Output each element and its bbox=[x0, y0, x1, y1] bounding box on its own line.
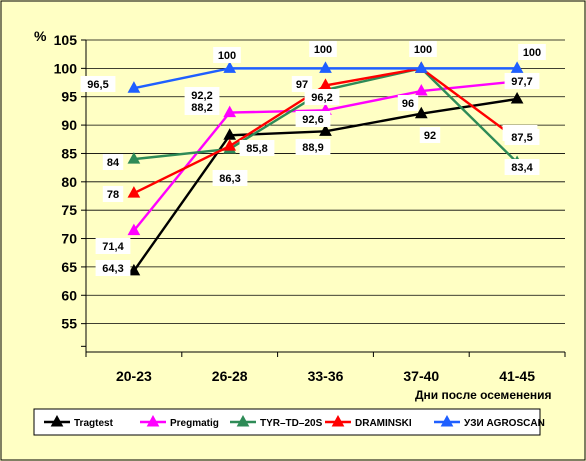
legend-marker bbox=[236, 414, 250, 427]
data-point bbox=[127, 81, 141, 93]
data-label: 85,8 bbox=[246, 143, 267, 155]
data-point bbox=[414, 61, 428, 73]
x-tick-label: 20-23 bbox=[116, 368, 152, 384]
data-point bbox=[127, 186, 141, 198]
data-point bbox=[319, 124, 332, 136]
data-point bbox=[223, 61, 237, 73]
data-label-bg bbox=[212, 170, 248, 186]
data-point bbox=[319, 61, 332, 73]
data-label: 92,2 bbox=[191, 90, 212, 102]
data-label: 96 bbox=[402, 98, 414, 110]
legend-label: Pregmatig bbox=[170, 418, 219, 429]
data-label-bg bbox=[213, 47, 241, 63]
data-label-bg bbox=[80, 76, 116, 92]
data-label: 100 bbox=[523, 47, 541, 59]
data-label: 87,5 bbox=[511, 132, 532, 144]
data-label-bg bbox=[95, 238, 131, 254]
y-tick-label: 65 bbox=[61, 259, 77, 275]
y-tick-label: 60 bbox=[61, 287, 77, 303]
data-label: 64,3 bbox=[102, 263, 123, 275]
data-label-bg bbox=[309, 41, 337, 57]
data-point bbox=[127, 152, 141, 164]
y-tick-label: 100 bbox=[54, 60, 78, 76]
data-point bbox=[510, 91, 524, 104]
y-tick-label: 70 bbox=[61, 231, 77, 247]
data-point bbox=[223, 105, 237, 118]
data-label-bg bbox=[419, 127, 441, 143]
data-label: 83,4 bbox=[511, 162, 533, 174]
legend-label: DRAMINSKI bbox=[355, 418, 412, 429]
data-label: 86,3 bbox=[219, 173, 240, 185]
y-tick-label: 95 bbox=[61, 89, 77, 105]
data-label-bg bbox=[504, 73, 540, 89]
x-axis-label: Дни после осеменения bbox=[415, 388, 552, 402]
legend-label: УЗИ AGROSCAN bbox=[464, 418, 545, 429]
data-label: 97,7 bbox=[511, 76, 532, 88]
data-label: 96,2 bbox=[311, 92, 332, 104]
data-label: 100 bbox=[218, 50, 236, 62]
data-label-bg bbox=[397, 95, 419, 111]
legend-marker bbox=[440, 414, 454, 427]
data-point bbox=[414, 84, 428, 96]
data-label-bg bbox=[295, 139, 331, 155]
y-tick-label: 75 bbox=[61, 202, 77, 218]
data-label: 92,6 bbox=[302, 114, 323, 126]
data-label-bg bbox=[102, 186, 124, 202]
data-label-bg bbox=[504, 129, 540, 145]
data-label: 84 bbox=[107, 157, 120, 169]
data-label-bg bbox=[239, 140, 275, 156]
data-label: 92 bbox=[424, 130, 436, 142]
data-label: 97 bbox=[296, 79, 308, 91]
data-label: 88,9 bbox=[302, 142, 323, 154]
y-tick-label: 80 bbox=[61, 174, 77, 190]
legend-marker bbox=[50, 414, 64, 427]
y-tick-label: 90 bbox=[61, 117, 77, 133]
data-label-bg bbox=[295, 111, 331, 127]
data-label: 88,2 bbox=[191, 102, 212, 114]
data-point bbox=[414, 106, 428, 119]
data-point bbox=[510, 61, 524, 73]
x-tick-label: 41-45 bbox=[499, 368, 535, 384]
x-tick-label: 33-36 bbox=[308, 368, 344, 384]
data-label: 100 bbox=[314, 44, 332, 56]
data-label-bg bbox=[184, 87, 220, 103]
data-label: 96,5 bbox=[87, 79, 108, 91]
y-axis-label: % bbox=[34, 28, 47, 44]
legend-label: TYR–TD–20S bbox=[260, 418, 323, 429]
legend-marker bbox=[146, 414, 160, 427]
data-label: 100 bbox=[414, 44, 432, 56]
data-label-bg bbox=[102, 154, 124, 170]
data-label: 71,4 bbox=[102, 241, 124, 253]
data-label: 78 bbox=[107, 189, 119, 201]
y-tick-label: 55 bbox=[61, 316, 77, 332]
y-tick-label: 105 bbox=[54, 32, 78, 48]
legend-marker bbox=[331, 414, 345, 427]
legend-label: Tragtest bbox=[74, 418, 114, 429]
x-tick-label: 37-40 bbox=[403, 368, 439, 384]
data-label-bg bbox=[95, 260, 131, 276]
x-tick-label: 26-28 bbox=[212, 368, 248, 384]
data-label-bg bbox=[291, 76, 313, 92]
data-point bbox=[127, 263, 141, 276]
data-label-bg bbox=[518, 44, 546, 60]
data-point bbox=[223, 139, 237, 151]
data-label-bg bbox=[304, 89, 340, 105]
y-tick-label: 85 bbox=[61, 145, 77, 161]
data-label-bg bbox=[504, 159, 540, 175]
data-point bbox=[127, 223, 141, 236]
data-label-bg bbox=[409, 41, 437, 57]
